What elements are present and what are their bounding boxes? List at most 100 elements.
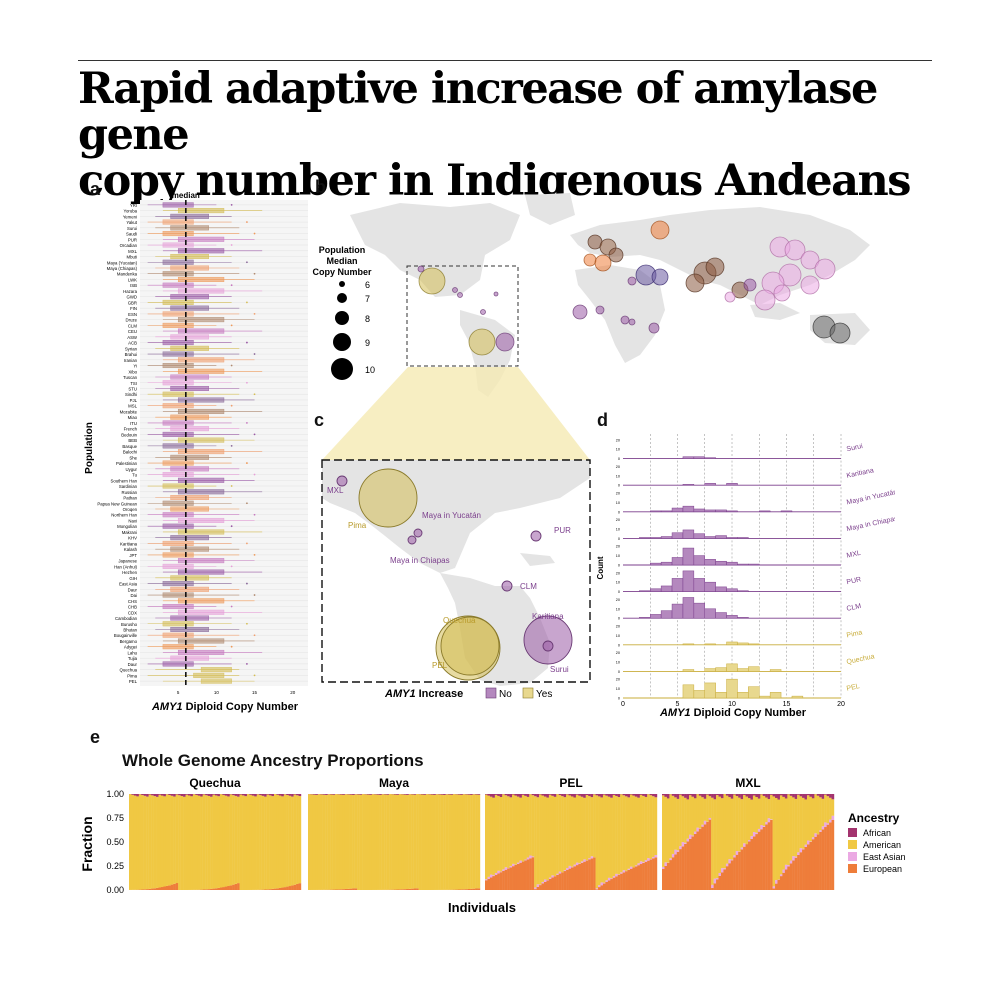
ancestry-bar-segment — [743, 843, 746, 847]
ancestry-bar-segment — [173, 883, 176, 890]
ancestry-bar-segment — [671, 857, 675, 890]
ancestry-bar-segment — [580, 861, 584, 863]
ancestry-bar-segment — [242, 794, 245, 796]
ancestry-bar-segment — [605, 794, 609, 796]
y-tick-label: 0 — [618, 643, 620, 647]
ancestry-bar-segment — [516, 796, 520, 863]
label-maya-yucatan: Maya in Yucatán — [422, 511, 481, 520]
histogram-bar — [748, 686, 760, 699]
ancestry-bar-segment — [507, 794, 510, 797]
ancestry-bar-segment — [531, 795, 535, 857]
box — [162, 231, 194, 237]
histogram-bar — [726, 663, 738, 672]
ancestry-bar-segment — [448, 794, 451, 795]
ancestry-bar-segment — [335, 794, 338, 890]
ancestry-bar-segment — [718, 794, 722, 797]
ancestry-bar-segment — [708, 819, 712, 890]
ancestry-bar-segment — [497, 870, 500, 874]
histogram-bar — [671, 578, 684, 592]
ancestry-bar-segment — [775, 794, 778, 798]
bubble-pima-large — [358, 468, 418, 528]
ancestry-bar-segment — [499, 871, 503, 873]
ancestry-bar-segment — [718, 796, 722, 873]
ancestry-bar-segment — [654, 855, 658, 858]
ancestry-bar-segment — [701, 794, 704, 798]
y-tick-label: 20 — [616, 571, 620, 575]
zoom-trapezoid — [322, 367, 590, 460]
ancestry-bar-segment — [330, 794, 333, 795]
box — [162, 443, 194, 449]
ancestry-bar-segment — [602, 883, 606, 890]
ancestry-bar-segment — [173, 796, 176, 884]
ancestry-bar-segment — [784, 864, 788, 870]
ancestry-bar-segment — [266, 889, 270, 890]
box — [162, 523, 194, 529]
box — [177, 317, 225, 323]
ancestry-bar-segment — [588, 796, 591, 859]
ancestry-bar-segment — [376, 794, 380, 795]
ancestry-bar-segment — [259, 795, 262, 890]
ancestry-bar-segment — [666, 862, 670, 890]
population-name: MSL — [128, 404, 137, 409]
x-tick-label: 5 — [676, 701, 680, 708]
y-tick-label: 10 — [616, 687, 620, 691]
ancestry-bar-segment — [612, 877, 616, 890]
bubble-mideast-2 — [651, 268, 669, 286]
ancestry-bar-segment — [738, 794, 741, 798]
histogram-row-label: MXL — [846, 550, 862, 560]
panel-e-title: Whole Genome Ancestry Proportions — [122, 751, 424, 770]
outlier-point — [230, 364, 233, 367]
ancestry-bar-segment — [531, 856, 535, 858]
ancestry-bar-segment — [563, 794, 567, 798]
ancestry-bar-segment — [264, 796, 267, 890]
ancestry-bar-segment — [492, 875, 496, 877]
ancestry-bar-segment — [735, 794, 739, 797]
ancestry-bar-segment — [563, 797, 567, 871]
ancestry-bar-segment — [212, 794, 216, 795]
ancestry-bar-segment — [590, 797, 594, 857]
ancestry-bar-segment — [244, 796, 248, 890]
y-tick-label: 10 — [616, 581, 620, 585]
ancestry-bar-segment — [782, 796, 786, 870]
population-name: CHS — [128, 599, 137, 604]
ancestry-bar-segment — [684, 843, 687, 890]
population-name: Russian — [121, 490, 137, 495]
bubble-mxl — [417, 265, 425, 273]
ancestry-bar-segment — [794, 856, 798, 858]
bubble-south-asia-3 — [685, 273, 705, 293]
ancestry-bar-segment — [632, 867, 636, 890]
ancestry-bar-segment — [748, 841, 751, 890]
ancestry-bar-segment — [470, 888, 473, 890]
ancestry-bar-segment — [433, 794, 436, 890]
ancestry-bar-segment — [703, 820, 707, 825]
population-name: CEU — [128, 329, 137, 334]
ancestry-bar-segment — [703, 798, 707, 821]
population-name: Sindhi — [125, 392, 137, 397]
ancestry-bar-segment — [411, 794, 414, 889]
ancestry-bar-segment — [654, 857, 658, 890]
population-name: YRI — [130, 203, 137, 208]
ancestry-bar-segment — [760, 829, 763, 890]
population-name: GIH — [129, 576, 137, 581]
ancestry-bar-segment — [168, 885, 171, 890]
ancestry-bar-segment — [806, 795, 810, 841]
ancestry-bar-segment — [374, 794, 377, 890]
outlier-point — [246, 422, 248, 424]
ancestry-bar-segment — [242, 795, 245, 890]
ancestry-bar-segment — [543, 796, 547, 880]
ancestry-bar-segment — [151, 794, 154, 796]
ancestry-bar-segment — [175, 794, 179, 884]
ancestry-bar-segment — [730, 794, 734, 799]
box — [170, 294, 209, 300]
ancestry-bar-segment — [821, 829, 825, 890]
ancestry-bar-segment — [708, 794, 712, 797]
ancestry-bar-segment — [536, 886, 540, 890]
ancestry-bar-segment — [676, 851, 680, 890]
population-name: Pathan — [123, 496, 137, 501]
ancestry-bar-segment — [696, 831, 700, 890]
ancestry-bar-segment — [750, 794, 754, 800]
ancestry-bar-segment — [332, 794, 336, 890]
ancestry-bar-segment — [733, 855, 736, 858]
histogram-bar — [639, 617, 651, 619]
ancestry-bar-segment — [578, 863, 582, 864]
